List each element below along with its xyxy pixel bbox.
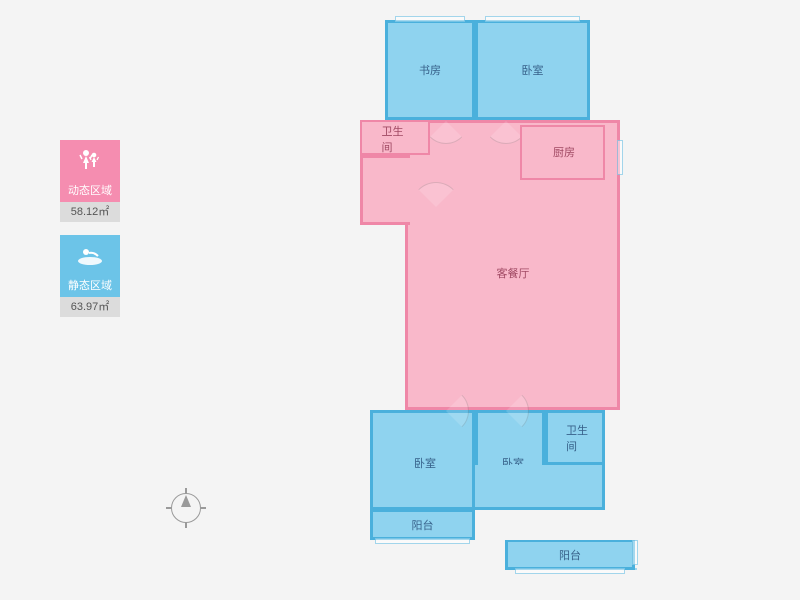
floorplan: 客餐厅书房卧室卫生间厨房卫生间卧室卧室阳台阳台 (330, 20, 670, 580)
room-bath2: 卫生间 (545, 410, 605, 465)
legend-dynamic: 动态区域 58.12㎡ (60, 140, 120, 222)
window-bar (632, 540, 638, 565)
room-bed1: 卧室 (475, 20, 590, 120)
room-bed2: 卧室 (370, 410, 475, 510)
room-label-study: 书房 (419, 62, 441, 78)
dynamic-zone-label: 动态区域 (60, 180, 120, 202)
window-bar (485, 16, 580, 22)
room-label-living: 客餐厅 (497, 265, 530, 281)
room-label-balcony2: 阳台 (559, 547, 581, 563)
room-label-bath2: 卫生间 (566, 422, 590, 454)
window-bar (515, 568, 625, 574)
room-label-bed2: 卧室 (414, 455, 436, 471)
room-study: 书房 (385, 20, 475, 120)
room-bed3ext (475, 465, 605, 510)
room-label-bath1: 卫生间 (382, 123, 413, 155)
static-zone-icon (60, 235, 120, 275)
static-zone-value: 63.97㎡ (60, 297, 120, 317)
window-bar (395, 16, 465, 22)
dynamic-zone-value: 58.12㎡ (60, 202, 120, 222)
window-bar (635, 568, 637, 570)
room-balcony1: 阳台 (370, 510, 475, 540)
room-hall_ext (360, 155, 410, 225)
legend-static: 静态区域 63.97㎡ (60, 235, 120, 317)
room-label-kitchen: 厨房 (553, 144, 575, 160)
room-label-bed1: 卧室 (522, 62, 544, 78)
compass-icon (168, 490, 204, 526)
room-kitchen: 厨房 (520, 125, 605, 180)
window-bar (617, 140, 623, 175)
dynamic-zone-icon (60, 140, 120, 180)
static-zone-label: 静态区域 (60, 275, 120, 297)
window-bar (375, 538, 470, 544)
room-balcony2: 阳台 (505, 540, 635, 570)
room-bath1: 卫生间 (360, 120, 430, 155)
room-label-balcony1: 阳台 (412, 517, 434, 533)
